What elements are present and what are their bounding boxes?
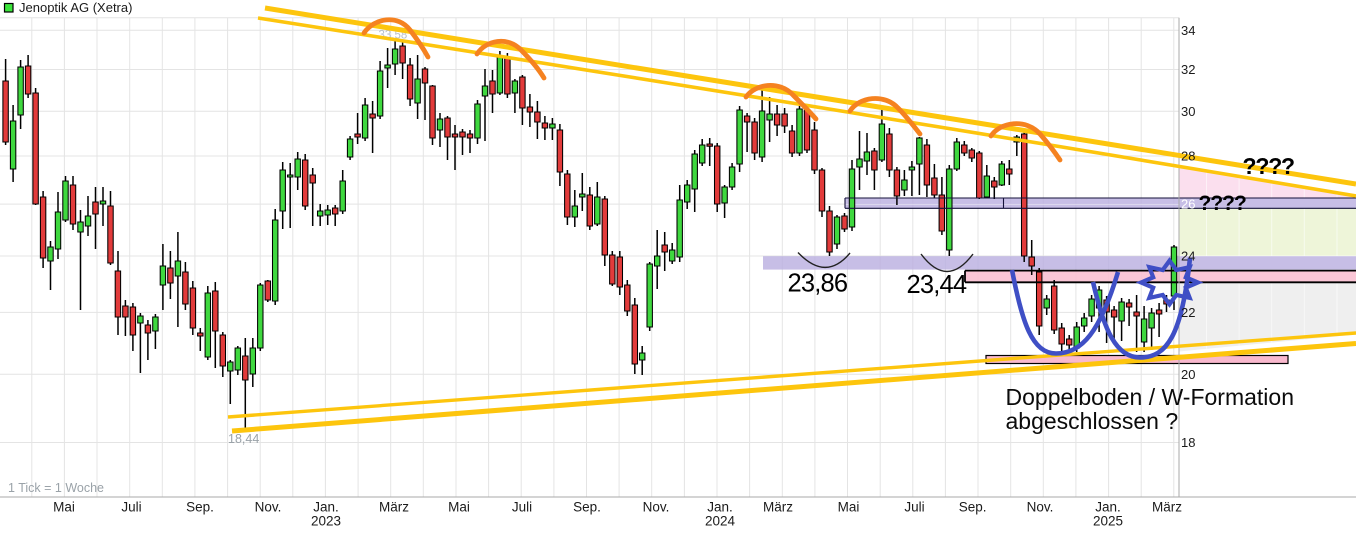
svg-text:März: März — [763, 500, 793, 515]
svg-text:34: 34 — [1181, 23, 1195, 38]
svg-text:Jan.: Jan. — [313, 500, 339, 515]
svg-text:28: 28 — [1181, 149, 1195, 164]
svg-text:18,44: 18,44 — [228, 432, 259, 446]
svg-text:Sep.: Sep. — [186, 500, 214, 515]
svg-text:März: März — [379, 500, 409, 515]
svg-text:????: ???? — [1199, 192, 1246, 215]
svg-text:Jan.: Jan. — [707, 500, 733, 515]
svg-text:30: 30 — [1181, 104, 1195, 119]
svg-text:24: 24 — [1181, 249, 1195, 264]
svg-text:Nov.: Nov. — [255, 500, 282, 515]
svg-text:22: 22 — [1181, 305, 1195, 320]
svg-text:18: 18 — [1181, 435, 1195, 450]
svg-text:Mai: Mai — [53, 500, 75, 515]
svg-text:2025: 2025 — [1093, 514, 1123, 529]
svg-text:32: 32 — [1181, 62, 1195, 77]
svg-text:23,44: 23,44 — [907, 271, 967, 299]
svg-text:20: 20 — [1181, 367, 1195, 382]
svg-text:Juli: Juli — [121, 500, 141, 515]
svg-text:Sep.: Sep. — [959, 500, 987, 515]
svg-text:Sep.: Sep. — [573, 500, 601, 515]
svg-text:Jenoptik AG (Xetra): Jenoptik AG (Xetra) — [19, 0, 132, 15]
svg-text:Juli: Juli — [512, 500, 532, 515]
svg-text:Juli: Juli — [904, 500, 924, 515]
svg-text:Nov.: Nov. — [1027, 500, 1054, 515]
svg-text:????: ???? — [1243, 153, 1295, 179]
svg-text:Mai: Mai — [448, 500, 470, 515]
svg-text:Jan.: Jan. — [1095, 500, 1121, 515]
svg-text:Mai: Mai — [838, 500, 860, 515]
svg-text:2023: 2023 — [311, 514, 341, 529]
svg-text:März: März — [1152, 500, 1182, 515]
svg-text:23,86: 23,86 — [788, 270, 848, 298]
svg-text:Doppelboden / W-Formation: Doppelboden / W-Formation — [1006, 384, 1295, 410]
svg-text:abgeschlossen ?: abgeschlossen ? — [1006, 408, 1179, 434]
svg-text:1 Tick = 1 Woche: 1 Tick = 1 Woche — [8, 481, 104, 495]
svg-text:26: 26 — [1181, 197, 1195, 212]
svg-text:2024: 2024 — [705, 514, 736, 529]
svg-text:Nov.: Nov. — [643, 500, 670, 515]
